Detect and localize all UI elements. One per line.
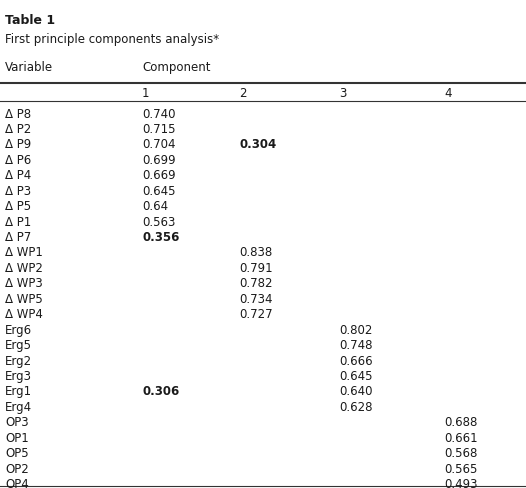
Text: 0.715: 0.715	[142, 123, 176, 136]
Text: 0.306: 0.306	[142, 385, 179, 398]
Text: Δ WP4: Δ WP4	[5, 307, 43, 321]
Text: Δ P2: Δ P2	[5, 123, 32, 136]
Text: OP5: OP5	[5, 446, 29, 459]
Text: 0.802: 0.802	[339, 323, 372, 336]
Text: Erg3: Erg3	[5, 369, 32, 382]
Text: 0.640: 0.640	[339, 385, 373, 398]
Text: 1: 1	[142, 86, 149, 100]
Text: Δ P3: Δ P3	[5, 184, 32, 197]
Text: Erg2: Erg2	[5, 354, 33, 367]
Text: 0.688: 0.688	[444, 415, 478, 428]
Text: 2: 2	[239, 86, 247, 100]
Text: 0.563: 0.563	[142, 215, 175, 228]
Text: Δ P8: Δ P8	[5, 107, 32, 121]
Text: 0.791: 0.791	[239, 262, 273, 274]
Text: 0.740: 0.740	[142, 107, 176, 121]
Text: 0.565: 0.565	[444, 462, 478, 475]
Text: Erg6: Erg6	[5, 323, 33, 336]
Text: 0.356: 0.356	[142, 230, 179, 244]
Text: Erg1: Erg1	[5, 385, 33, 398]
Text: 0.661: 0.661	[444, 431, 478, 444]
Text: Erg4: Erg4	[5, 400, 33, 413]
Text: Δ P9: Δ P9	[5, 138, 32, 151]
Text: OP2: OP2	[5, 462, 29, 475]
Text: 0.493: 0.493	[444, 477, 478, 488]
Text: Δ P1: Δ P1	[5, 215, 32, 228]
Text: 0.64: 0.64	[142, 200, 168, 213]
Text: Δ P4: Δ P4	[5, 169, 32, 182]
Text: Δ WP5: Δ WP5	[5, 292, 43, 305]
Text: 0.568: 0.568	[444, 446, 478, 459]
Text: 4: 4	[444, 86, 452, 100]
Text: 0.645: 0.645	[142, 184, 176, 197]
Text: 0.304: 0.304	[239, 138, 277, 151]
Text: Table 1: Table 1	[5, 14, 55, 27]
Text: 0.628: 0.628	[339, 400, 373, 413]
Text: 0.704: 0.704	[142, 138, 176, 151]
Text: 0.838: 0.838	[239, 246, 272, 259]
Text: 0.666: 0.666	[339, 354, 373, 367]
Text: Δ P5: Δ P5	[5, 200, 32, 213]
Text: Δ WP3: Δ WP3	[5, 277, 43, 290]
Text: 0.699: 0.699	[142, 154, 176, 166]
Text: OP1: OP1	[5, 431, 29, 444]
Text: 0.645: 0.645	[339, 369, 373, 382]
Text: OP4: OP4	[5, 477, 29, 488]
Text: Δ WP1: Δ WP1	[5, 246, 43, 259]
Text: 0.669: 0.669	[142, 169, 176, 182]
Text: Erg5: Erg5	[5, 338, 32, 351]
Text: Δ WP2: Δ WP2	[5, 262, 43, 274]
Text: Δ P7: Δ P7	[5, 230, 32, 244]
Text: Variable: Variable	[5, 61, 53, 74]
Text: 0.748: 0.748	[339, 338, 373, 351]
Text: First principle components analysis*: First principle components analysis*	[5, 33, 219, 46]
Text: Δ P6: Δ P6	[5, 154, 32, 166]
Text: 3: 3	[339, 86, 347, 100]
Text: Component: Component	[142, 61, 210, 74]
Text: OP3: OP3	[5, 415, 29, 428]
Text: 0.727: 0.727	[239, 307, 273, 321]
Text: 0.782: 0.782	[239, 277, 273, 290]
Text: 0.734: 0.734	[239, 292, 273, 305]
